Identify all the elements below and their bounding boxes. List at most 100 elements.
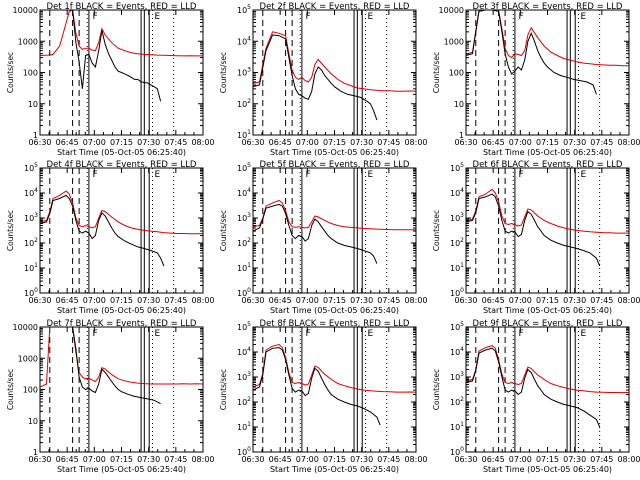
x-tick-label: 07:45 [377,138,400,147]
y-tick-label: 104 [237,35,251,46]
x-axis-label: Start Time (05-Oct-05 06:25:40) [270,148,399,157]
y-axis-label: Counts/sec [6,52,15,93]
annotation-letter: F [306,12,311,22]
y-axis-label: Counts/sec [219,210,228,251]
x-tick-label: 08:00 [617,455,640,464]
x-tick-label: 08:00 [404,138,427,147]
y-axis-label: Counts/sec [6,210,15,251]
x-tick-label: 06:45 [482,296,505,305]
x-tick-label: 06:45 [482,455,505,464]
y-tick-label: 10 [28,100,38,109]
x-tick-label: 06:45 [269,138,292,147]
panel-det-5: F E06:30 06:45 07:00 07:15 07:30 07:45 08:00100… [219,160,428,315]
y-tick-label: 1000 [444,37,464,46]
x-tick-label: 07:00 [509,455,532,464]
series-line-events [466,347,601,428]
x-tick-label: 06:30 [454,296,477,305]
x-tick-label: 07:45 [590,296,613,305]
x-tick-label: 07:00 [296,138,319,147]
x-tick-label: 06:45 [269,455,292,464]
x-axis-label: Start Time (05-Oct-05 06:25:40) [483,306,612,315]
y-tick-label: 103 [237,67,251,78]
annotation-letter: F [93,329,98,339]
y-tick-label: 101 [450,262,464,273]
x-tick-label: 07:00 [83,296,106,305]
y-tick-label: 104 [24,187,38,198]
annotation-letter: F [93,170,98,180]
y-tick-label: 103 [450,371,464,382]
y-tick-label: 102 [450,237,464,248]
annotation-letter: E [580,170,586,180]
y-tick-label: 102 [237,98,251,109]
y-tick-label: 102 [450,396,464,407]
x-tick-label: 07:30 [563,296,586,305]
x-tick-label: 07:15 [323,138,346,147]
x-tick-label: 07:45 [164,138,187,147]
y-tick-label: 101 [237,262,251,273]
panel-det-4: F E06:30 06:45 07:00 07:15 07:30 07:45 08:00100… [6,160,215,315]
y-tick-label: 105 [237,162,251,173]
annotation-letter: E [367,329,373,339]
y-tick-label: 100 [23,386,38,395]
series-line-lld [253,343,416,393]
panel-det-8: F E06:30 06:45 07:00 07:15 07:30 07:45 08:00100… [219,319,428,474]
x-tick-label: 07:00 [83,455,106,464]
x-tick-label: 06:30 [241,455,264,464]
y-axis-label: Counts/sec [6,369,15,410]
x-tick-label: 06:30 [28,138,51,147]
plot-area [40,327,203,452]
x-tick-label: 07:15 [536,138,559,147]
annotation-letter: E [154,170,160,180]
annotation-letter: E [367,170,373,180]
x-tick-label: 07:15 [323,455,346,464]
x-tick-label: 07:45 [164,455,187,464]
panel-title: Det 5f BLACK = Events, RED = LLD [260,160,410,170]
x-tick-label: 07:30 [137,138,160,147]
y-tick-label: 101 [24,262,38,273]
x-tick-label: 07:00 [83,138,106,147]
x-tick-label: 08:00 [404,455,427,464]
y-tick-label: 103 [24,212,38,223]
x-tick-label: 07:30 [563,455,586,464]
x-tick-label: 07:45 [590,455,613,464]
x-axis-label: Start Time (05-Oct-05 06:25:40) [57,306,186,315]
series-line-events [40,10,162,102]
panel-title: Det 9f BLACK = Events, RED = LLD [473,319,623,329]
panel-title: Det 6f BLACK = Events, RED = LLD [473,160,623,170]
y-tick-label: 100 [24,287,38,298]
y-tick-label: 100 [450,446,464,457]
y-tick-label: 100 [449,69,464,78]
annotation-letter: E [367,12,373,22]
series-line-events [466,193,601,267]
x-axis-label: Start Time (05-Oct-05 06:25:40) [57,148,186,157]
annotation-letter: E [580,12,586,22]
y-tick-label: 101 [450,421,464,432]
plot-area [253,327,416,452]
x-tick-label: 06:45 [269,296,292,305]
annotation-letter: F [519,170,524,180]
x-tick-label: 07:30 [350,138,373,147]
series-line-events [466,10,597,95]
series-line-lld [466,10,629,67]
x-tick-label: 06:45 [56,296,79,305]
panel-title: Det 7f BLACK = Events, RED = LLD [47,319,197,329]
y-tick-label: 10 [28,417,38,426]
x-tick-label: 07:15 [110,138,133,147]
panel-det-6: F E06:30 06:45 07:00 07:15 07:30 07:45 08:00100… [432,160,640,315]
panel-det-2: F E06:30 06:45 07:00 07:15 07:30 07:45 08:00101… [219,2,428,157]
y-tick-label: 105 [450,162,464,173]
x-tick-label: 08:00 [191,296,214,305]
series-line-events [253,347,381,426]
x-tick-label: 07:45 [590,138,613,147]
x-tick-label: 07:45 [377,455,400,464]
series-line-lld [40,190,203,235]
x-tick-label: 08:00 [617,138,640,147]
x-tick-label: 06:30 [28,455,51,464]
annotation-letter: F [519,12,524,22]
x-tick-label: 07:30 [137,455,160,464]
panel-title: Det 4f BLACK = Events, RED = LLD [47,160,197,170]
